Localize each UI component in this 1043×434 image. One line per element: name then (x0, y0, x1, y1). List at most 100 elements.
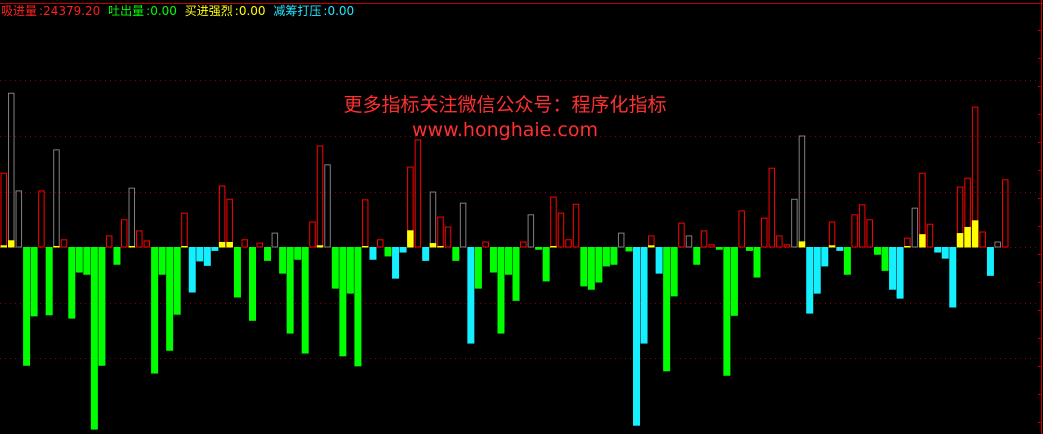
bar-absorb (858, 204, 866, 248)
bar-absorb (143, 240, 151, 248)
bar-release (602, 247, 610, 267)
bar-suppress (188, 247, 196, 293)
bar-release (346, 247, 354, 294)
bar-suppress (422, 247, 430, 261)
bar-absorb (241, 239, 248, 248)
bar-absorb (557, 212, 565, 248)
bar-release (542, 247, 550, 282)
bar-release (580, 247, 588, 287)
bar-release (158, 247, 166, 275)
bar-absorb (256, 242, 264, 248)
bar-release (331, 247, 339, 289)
bar-absorb (926, 223, 934, 248)
bar-absorb (38, 190, 45, 248)
bar-release (745, 247, 753, 251)
bar-release (151, 247, 159, 374)
bar-absorb (414, 139, 422, 248)
legend-item-strong-buy: 买进强烈:0.00 (184, 4, 266, 18)
bar-absorb (226, 198, 233, 248)
bar-release (625, 247, 633, 252)
bar-absorb (377, 239, 384, 248)
bar-release (354, 247, 362, 367)
bar-suppress (986, 247, 994, 276)
bar-strong-buy (0, 245, 7, 248)
bar-absorb (776, 235, 783, 248)
bar-strong-buy (181, 246, 188, 248)
bar-absorb (53, 149, 60, 248)
bar-absorb (15, 190, 23, 248)
bar-suppress (941, 247, 949, 259)
bar-suppress (821, 247, 829, 267)
bar-strong-buy (919, 234, 926, 248)
bar-release (166, 247, 174, 351)
bar-absorb (324, 164, 331, 248)
bar-suppress (211, 247, 219, 251)
bar-absorb (527, 214, 535, 248)
watermark-url: www.honghaie.com (412, 119, 598, 141)
bar-absorb (994, 241, 1001, 248)
bar-release (286, 247, 294, 334)
bar-suppress (633, 247, 641, 426)
bar-release (98, 247, 106, 366)
bar-absorb (768, 167, 776, 248)
bar-absorb (572, 203, 580, 248)
bar-strong-buy (828, 245, 836, 248)
bar-suppress (836, 247, 844, 251)
bar-absorb (120, 219, 128, 248)
bar-absorb (783, 244, 791, 248)
bar-absorb (60, 239, 68, 248)
bar-release (693, 247, 701, 265)
bar-release (753, 247, 761, 278)
bar-absorb (738, 210, 745, 248)
bar-absorb (617, 232, 625, 248)
bar-strong-buy (904, 246, 911, 248)
bar-release (83, 247, 91, 275)
bar-release (113, 247, 121, 265)
bar-release (279, 247, 287, 274)
bar-strong-buy (648, 245, 655, 248)
bar-absorb (316, 145, 324, 248)
bar-suppress (467, 247, 475, 344)
bar-absorb (0, 172, 7, 248)
bar-strong-buy (8, 240, 15, 248)
bar-release (30, 247, 38, 317)
bar-absorb (271, 232, 279, 248)
bar-strong-buy (226, 241, 233, 248)
bar-release (90, 247, 98, 430)
bar-absorb (678, 222, 685, 248)
legend-item-release: 吐出量:0.00 (108, 4, 177, 18)
bar-strong-buy (798, 241, 806, 248)
bar-release (75, 247, 83, 273)
bar-absorb (181, 212, 188, 248)
bar-absorb (700, 230, 708, 248)
bar-release (474, 247, 482, 289)
bar-suppress (806, 247, 814, 314)
bar-release (23, 247, 31, 366)
bar-absorb (136, 230, 143, 248)
bar-absorb (128, 187, 136, 248)
bar-release (730, 247, 738, 316)
bar-absorb (437, 216, 444, 248)
bar-suppress (889, 247, 897, 290)
bar-suppress (655, 247, 663, 274)
bar-absorb (851, 214, 858, 248)
bar-strong-buy (437, 246, 444, 248)
bar-release (610, 247, 618, 265)
bar-absorb (1001, 179, 1009, 248)
bar-suppress (392, 247, 400, 279)
bar-absorb (565, 239, 572, 248)
bar-release (843, 247, 851, 275)
bar-release (873, 247, 881, 255)
bar-absorb (685, 235, 693, 248)
bar-strong-buy (971, 220, 979, 248)
bar-release (45, 247, 53, 316)
bar-release (248, 247, 256, 321)
bar-suppress (203, 247, 211, 266)
bar-release (384, 247, 392, 257)
bar-suppress (640, 247, 648, 344)
bar-strong-buy (407, 230, 414, 248)
bar-absorb (761, 217, 768, 248)
bar-strong-buy (429, 243, 437, 248)
